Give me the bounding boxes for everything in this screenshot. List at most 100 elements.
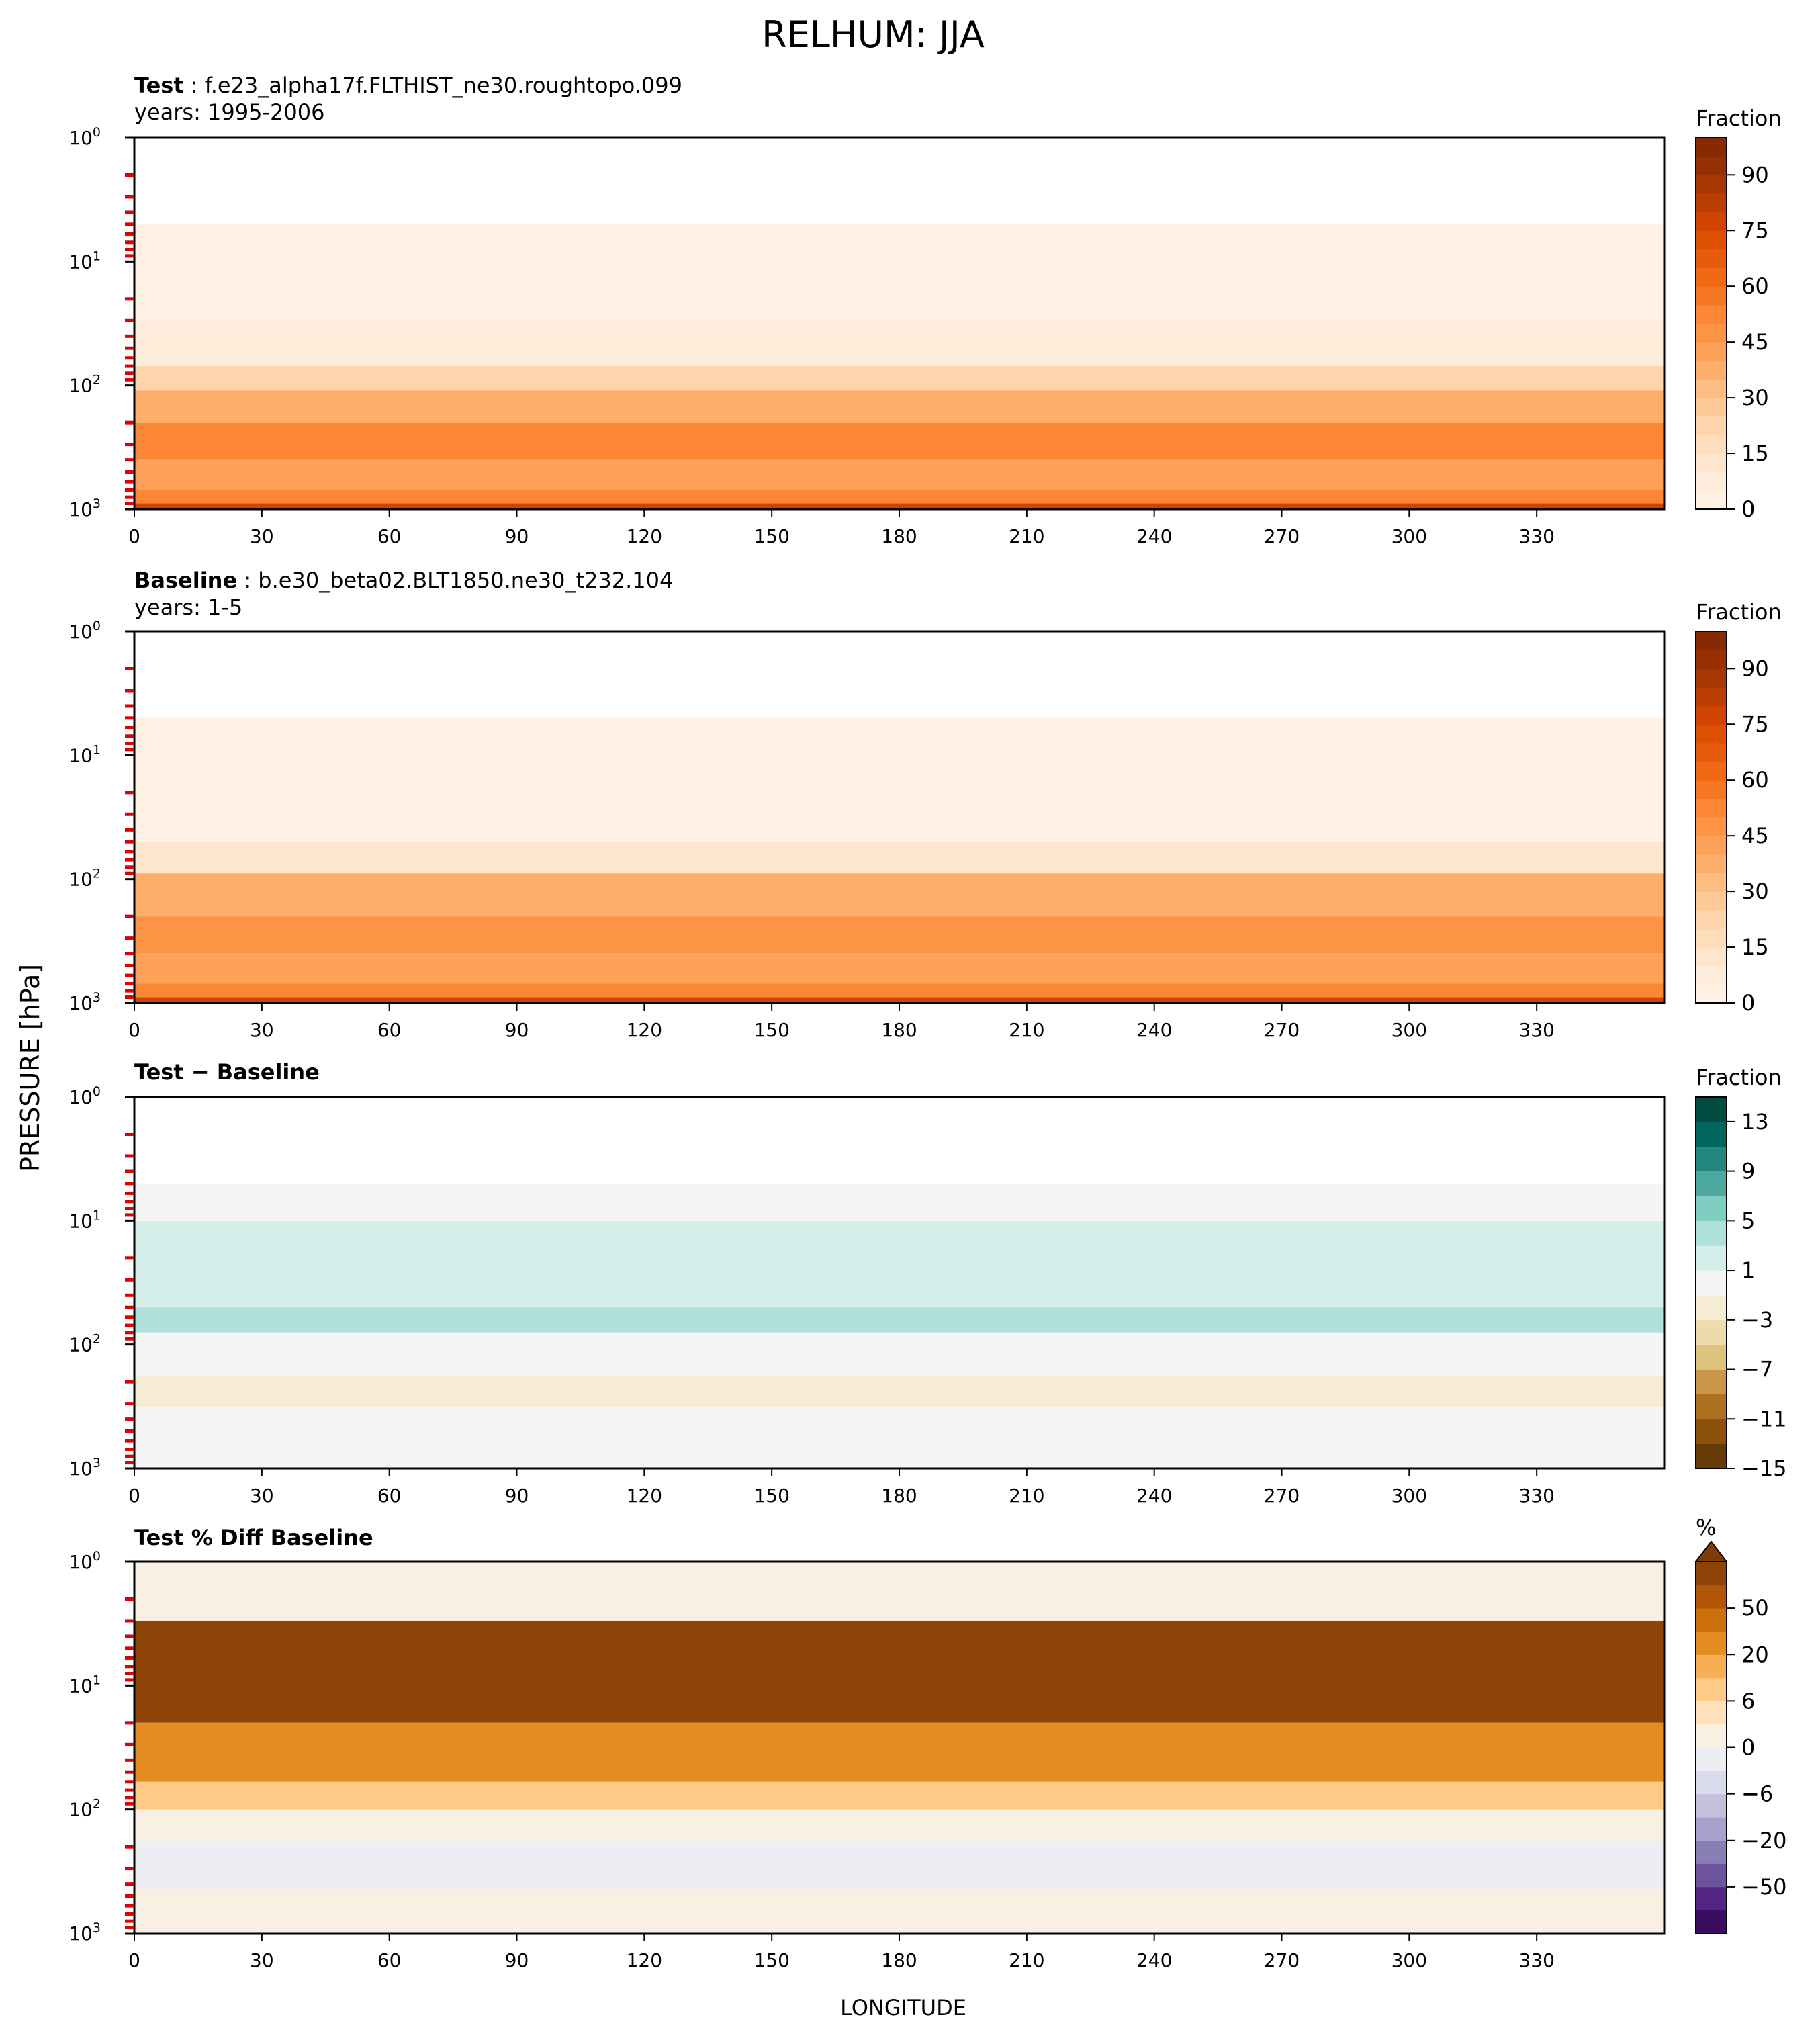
y-tick-base: 10 [69, 1334, 93, 1356]
y-tick-base: 10 [69, 375, 93, 397]
x-tick-label: 0 [128, 1949, 140, 1971]
colorbar-segment [1696, 984, 1727, 1004]
x-tick-label: 330 [1518, 525, 1554, 547]
colorbar-segment [1696, 1886, 1727, 1910]
y-tick-exponent: 3 [93, 990, 101, 1005]
contour-band [134, 631, 1664, 718]
x-tick-label: 210 [1009, 525, 1044, 547]
colorbar-segment [1696, 379, 1727, 398]
colorbar-segment [1696, 472, 1727, 491]
x-tick-label: 180 [881, 525, 917, 547]
colorbar-label: Fraction [1696, 105, 1782, 131]
x-tick-label: 0 [128, 1019, 140, 1041]
x-tick-label: 60 [377, 525, 402, 547]
y-tick-base: 10 [69, 1551, 93, 1573]
colorbar-tick-label: 15 [1741, 934, 1769, 960]
contour-band [134, 459, 1664, 490]
x-tick-label: 60 [377, 1949, 402, 1971]
x-tick-label: 210 [1009, 1019, 1044, 1041]
y-tick-base: 10 [69, 1458, 93, 1480]
colorbar-tick-label: 90 [1741, 162, 1769, 187]
x-tick-label: 90 [505, 1019, 529, 1041]
colorbar-tick-label: 75 [1741, 711, 1769, 737]
colorbar-tick-label: 15 [1741, 441, 1769, 466]
y-tick-base: 10 [69, 1922, 93, 1945]
colorbar-segment [1696, 193, 1727, 213]
x-tick-label: 30 [250, 525, 274, 547]
contour-band [134, 490, 1664, 504]
panel-2: Baseline : b.e30_beta02.BLT1850.ne30_t23… [69, 568, 1781, 1041]
colorbar-tick-label: 20 [1741, 1642, 1769, 1667]
y-tick-exponent: 3 [93, 1920, 101, 1935]
colorbar-tick-label: 45 [1741, 823, 1769, 848]
contour-band [134, 1307, 1664, 1333]
y-tick-label: 103 [69, 1920, 101, 1945]
colorbar-segment [1696, 1701, 1727, 1725]
colorbar-segment [1696, 686, 1727, 707]
x-tick-label: 120 [627, 1949, 662, 1971]
y-tick-label: 103 [69, 990, 101, 1014]
colorbar-segment [1696, 947, 1727, 967]
contour-band [134, 1407, 1664, 1468]
y-axis-label: PRESSURE [hPa] [15, 964, 45, 1172]
colorbar: Fraction 0 15 30 45 60 75 90 [1695, 599, 1782, 1016]
y-tick-label: 101 [69, 1673, 101, 1697]
colorbar-segment [1696, 435, 1727, 454]
colorbar-segment [1696, 138, 1727, 157]
x-tick-label: 90 [505, 1949, 529, 1971]
y-tick-base: 10 [69, 1799, 93, 1821]
years-label: years: 1-5 [134, 594, 242, 620]
colorbar-segment [1696, 1677, 1727, 1701]
contour-band [134, 953, 1664, 984]
x-tick-label: 210 [1009, 1949, 1044, 1971]
contour-fill [134, 1562, 1664, 1933]
colorbar-segment [1696, 1747, 1727, 1771]
colorbar-segment [1696, 1771, 1727, 1795]
colorbar-segment [1696, 761, 1727, 781]
contour-band [134, 1620, 1664, 1723]
colorbar-segment [1696, 1631, 1727, 1655]
x-tick-label: 240 [1136, 525, 1172, 547]
y-tick-base: 10 [69, 127, 93, 149]
y-tick-exponent: 1 [93, 249, 101, 263]
y-tick-label: 103 [69, 496, 101, 521]
colorbar-label: Fraction [1696, 1065, 1782, 1090]
x-tick-label: 180 [881, 1485, 917, 1507]
panels: Test : f.e23_alpha17f.FLTHIST_ne30.rough… [69, 73, 1786, 1971]
colorbar-tick-label: 30 [1741, 879, 1769, 904]
colorbar-label: Fraction [1696, 599, 1782, 625]
contour-band [134, 717, 1664, 842]
panel-label: Test % Diff Baseline [134, 1525, 373, 1550]
y-tick-label: 102 [69, 1332, 101, 1356]
colorbar-extend-arrow [1694, 1540, 1729, 1562]
colorbar-tick-label: 13 [1741, 1109, 1769, 1135]
colorbar-segment [1696, 360, 1727, 380]
colorbar-segment [1696, 416, 1727, 435]
colorbar-segment [1696, 780, 1727, 799]
colorbar-segment [1696, 1097, 1727, 1122]
y-tick-exponent: 1 [93, 1673, 101, 1687]
x-tick-label: 150 [754, 1019, 789, 1041]
colorbar-tick-label: 0 [1741, 1735, 1755, 1761]
x-tick-label: 300 [1392, 1485, 1427, 1507]
colorbar-segment [1696, 1245, 1727, 1271]
contour-band [134, 1097, 1664, 1184]
contour-band [134, 1722, 1664, 1782]
x-tick-label: 270 [1264, 1949, 1300, 1971]
colorbar-segment [1696, 668, 1727, 688]
contour-band [134, 224, 1664, 321]
colorbar-segment [1696, 1654, 1727, 1679]
contour-band [134, 1890, 1664, 1933]
colorbar-tick-label: 60 [1741, 767, 1769, 793]
panel-label: Baseline : b.e30_beta02.BLT1850.ne30_t23… [134, 568, 673, 593]
y-tick-label: 102 [69, 867, 101, 891]
y-tick-label: 100 [69, 619, 101, 643]
colorbar-tick-label: −6 [1741, 1781, 1773, 1807]
y-tick-base: 10 [69, 621, 93, 643]
contour-band [134, 1809, 1664, 1841]
colorbar-segment [1696, 212, 1727, 231]
colorbar-segment [1696, 705, 1727, 725]
colorbar-segment [1696, 910, 1727, 929]
x-tick-label: 60 [377, 1485, 402, 1507]
